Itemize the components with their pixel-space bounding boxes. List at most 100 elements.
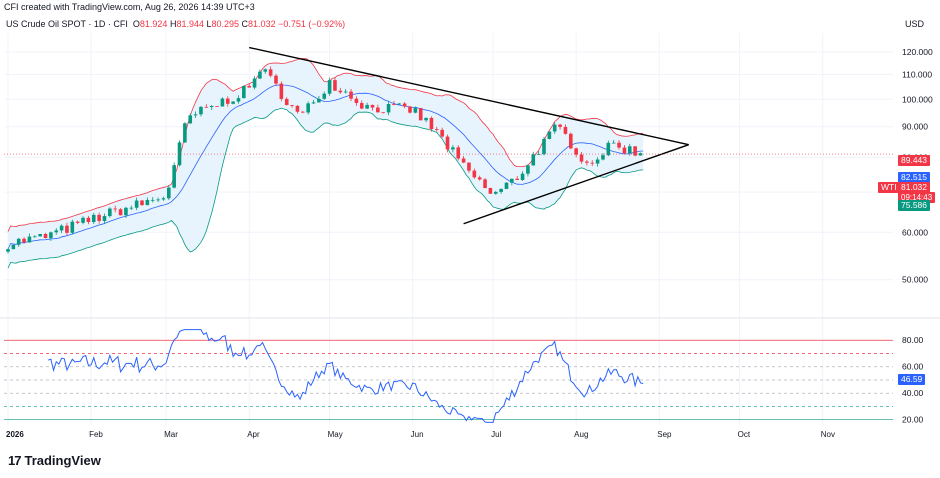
rsi-tick-label: 60.00 [902,362,924,372]
candle-body [488,187,493,194]
candle-body [451,147,455,150]
candle-body [445,136,450,150]
candle-body [102,216,107,221]
candle-body [429,117,434,130]
x-tick-label: Nov [821,430,835,439]
candle-body [622,147,627,154]
y-tick-label: 110.000 [902,69,932,79]
candle-body [467,162,471,171]
candle-body [161,198,166,200]
created-line: CFI created with TradingView.com, Aug 26… [4,2,255,12]
y-tick-label: 50.000 [902,275,928,285]
candle-body [531,154,536,166]
candle-body [424,117,428,121]
candle-body [97,214,101,221]
candle-body [177,142,182,166]
candle-body [392,104,396,105]
candle-body [118,209,123,216]
close-value: 81.032 [248,19,276,29]
candle-body [510,178,514,183]
candle-body [386,104,391,113]
rsi-tick-label: 80.00 [902,335,924,345]
candle-body [397,103,402,105]
candle-body [611,142,616,144]
candle-body [627,146,632,154]
candle-body [113,208,117,210]
bollinger-lower [7,107,644,269]
candle-body [327,80,332,94]
candle-body [274,75,278,84]
candle-body [11,244,16,250]
candle-body [563,126,568,134]
x-tick-label: Sep [657,430,672,439]
candle-body [86,217,91,223]
bollinger-upper [7,58,644,232]
candle-body [413,107,418,113]
lower-trendline [463,144,689,225]
candle-body [633,146,637,156]
candle-body [193,114,198,116]
candle-body [552,124,557,132]
candle-body [542,138,546,155]
lower-band-badge: 75.586 [898,200,930,211]
candle-body [472,170,477,178]
candle-body [601,155,605,160]
close-label: C [241,19,249,29]
candle-body [258,71,262,79]
candle-body [526,165,530,174]
candle-body [515,178,519,180]
change-value: −0.751 (−0.92%) [278,19,346,29]
candle-body [322,93,327,99]
candle-body [199,106,203,115]
candle-body [461,158,466,163]
candle-body [268,69,273,76]
x-tick-label: Jun [411,430,424,439]
low-value: 80.295 [211,19,240,29]
candle-body [70,221,75,233]
open-value: 81.924 [139,19,168,29]
candle-body [252,78,257,88]
candle-body [536,154,541,155]
tradingview-logo-icon: 17 [8,453,22,468]
candle-body [33,236,37,238]
tradingview-logo[interactable]: 17 TradingView [8,453,101,468]
candle-body [65,225,69,233]
candle-body [376,107,380,113]
y-tick-label: 90.000 [902,122,928,132]
x-tick-label: Aug [574,430,588,439]
tradingview-logo-text: TradingView [24,453,101,468]
x-tick-label: Apr [247,430,260,439]
candle-body [295,105,300,112]
candle-body [27,236,32,243]
candle-body [493,191,498,194]
candle-body [354,98,359,104]
candle-body [333,80,337,91]
upper-band-badge: 89.443 [898,155,930,166]
candle-body [183,123,187,143]
candle-body [381,112,385,114]
candle-body [236,98,241,102]
candle-body [172,165,176,188]
candle-body [75,221,80,223]
candle-body [359,103,364,109]
candle-body [284,98,289,106]
x-tick-label: Jul [491,430,501,439]
candle-body [209,105,214,108]
x-tick-label: Oct [738,430,751,439]
candle-body [311,102,316,104]
candle-body [220,98,225,107]
candle-body [91,214,96,223]
x-tick-label: 2026 [6,430,24,439]
high-label: H [169,19,177,29]
candle-body [499,188,503,192]
high-value: 81.944 [176,19,204,29]
candle-body [477,177,482,180]
middle-band-badge: 82.515 [898,172,930,183]
upper-trendline [249,46,689,146]
candle-body [279,83,284,99]
bollinger-basis [7,84,644,250]
rsi-tick-label: 40.00 [902,388,924,398]
symbol-name[interactable]: US Crude Oil SPOT · 1D · CFI [6,19,128,29]
currency-label[interactable]: USD [905,19,925,29]
